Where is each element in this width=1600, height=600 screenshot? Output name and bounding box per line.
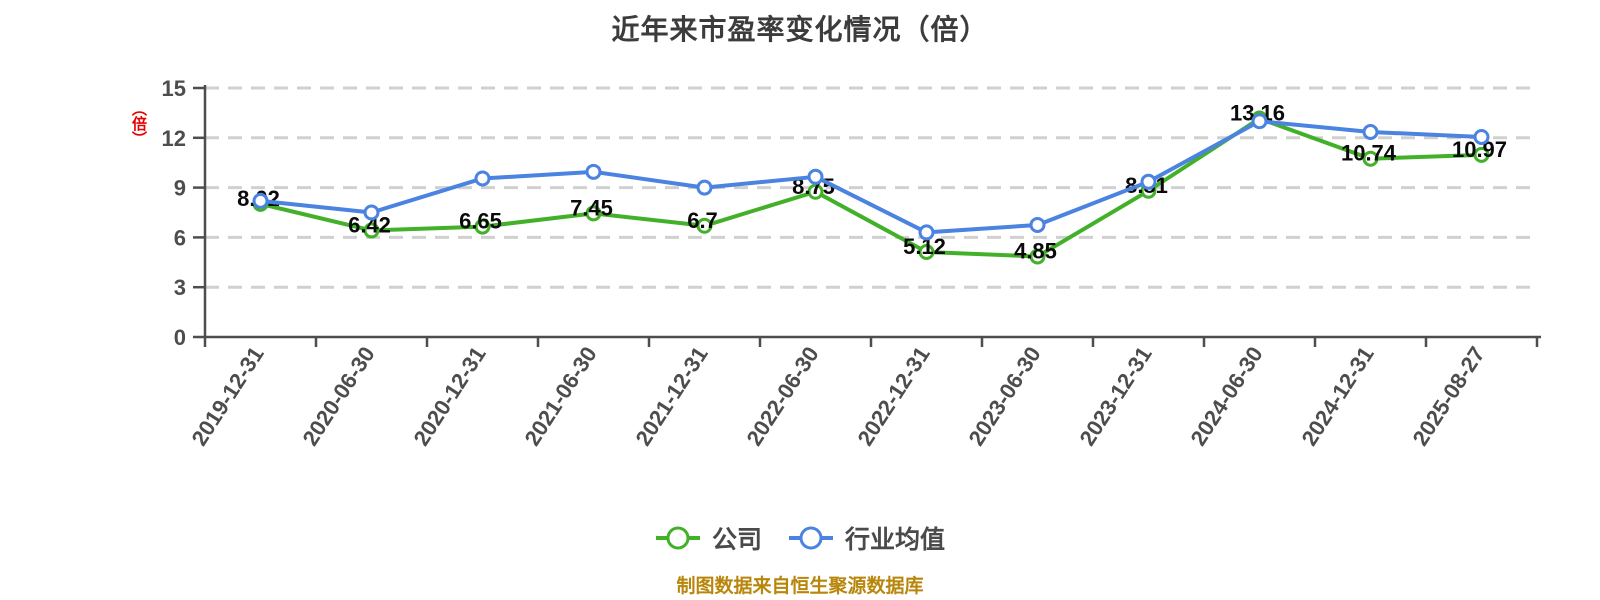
data-label-company: 10.74 (1341, 141, 1397, 166)
data-label-company: 4.85 (1014, 238, 1057, 263)
data-point-industry-average[interactable] (474, 170, 491, 187)
y-axis-tick-label: 0 (174, 325, 186, 350)
data-label-company: 6.7 (687, 208, 718, 233)
data-point-industry-average[interactable] (807, 168, 824, 185)
series-line-industry-average (258, 119, 1484, 235)
industry-legend-marker-icon (789, 526, 833, 550)
data-point-company[interactable] (1362, 150, 1379, 167)
y-axis-tick-label: 12 (162, 126, 186, 151)
data-point-industry-average[interactable] (1251, 113, 1268, 130)
legend-label-industry-average: 行业均值 (845, 526, 946, 554)
data-point-company[interactable] (918, 244, 935, 261)
data-point-company[interactable] (1473, 146, 1490, 163)
data-point-company[interactable] (807, 183, 824, 200)
data-label-company: 6.65 (459, 209, 502, 234)
y-axis-tick-label: 3 (174, 275, 186, 300)
y-axis-tick-label: 6 (174, 225, 186, 250)
data-source-note: 制图数据来自恒生聚源数据库 (676, 576, 924, 597)
x-axis-tick-label: 2024-06-30 (1185, 342, 1267, 450)
x-axis-tick-label: 2022-06-30 (741, 342, 823, 450)
legend-label-company: 公司 (711, 526, 762, 554)
data-point-company[interactable] (363, 222, 380, 239)
legend-item-company[interactable]: 公司 (655, 520, 762, 556)
x-axis-tick-label: 2022-12-31 (852, 342, 934, 450)
data-point-industry-average[interactable] (585, 163, 602, 180)
chart-legend: 公司 行业均值 (0, 520, 1600, 556)
x-axis-tick-label: 2023-12-31 (1074, 342, 1156, 450)
data-point-industry-average[interactable] (1362, 123, 1379, 140)
data-point-industry-average[interactable] (1473, 128, 1490, 145)
x-axis-tick-label: 2021-06-30 (519, 342, 601, 450)
data-point-company[interactable] (474, 218, 491, 235)
y-axis-tick-label: 9 (174, 176, 186, 201)
series-line-company (258, 116, 1484, 259)
chart-title: 近年来市盈率变化情况（倍） (611, 14, 989, 45)
x-axis-tick-label: 2021-12-31 (630, 342, 712, 450)
x-axis-tick-label: 2020-12-31 (408, 342, 490, 450)
data-point-industry-average[interactable] (1140, 173, 1157, 190)
data-point-industry-average[interactable] (1029, 216, 1046, 233)
data-point-company[interactable] (696, 217, 713, 234)
x-axis-tick-label: 2024-12-31 (1296, 342, 1378, 450)
data-point-company[interactable] (585, 205, 602, 222)
legend-item-industry-average[interactable]: 行业均值 (788, 520, 945, 556)
x-axis-tick-label: 2020-06-30 (297, 342, 379, 450)
y-axis-tick-label: 15 (162, 76, 186, 101)
x-axis-tick-label: 2025-08-27 (1407, 342, 1489, 450)
data-label-company: 7.45 (570, 195, 613, 220)
x-axis-tick-label: 2023-06-30 (963, 342, 1045, 450)
y-axis-unit-label: （倍） (130, 101, 147, 146)
data-point-industry-average[interactable] (918, 224, 935, 241)
company-legend-marker-icon (655, 526, 700, 550)
data-point-industry-average[interactable] (696, 179, 713, 196)
data-point-industry-average[interactable] (363, 204, 380, 221)
data-point-company[interactable] (1029, 248, 1046, 265)
x-axis-tick-label: 2019-12-31 (186, 342, 268, 450)
data-point-industry-average[interactable] (252, 192, 269, 209)
